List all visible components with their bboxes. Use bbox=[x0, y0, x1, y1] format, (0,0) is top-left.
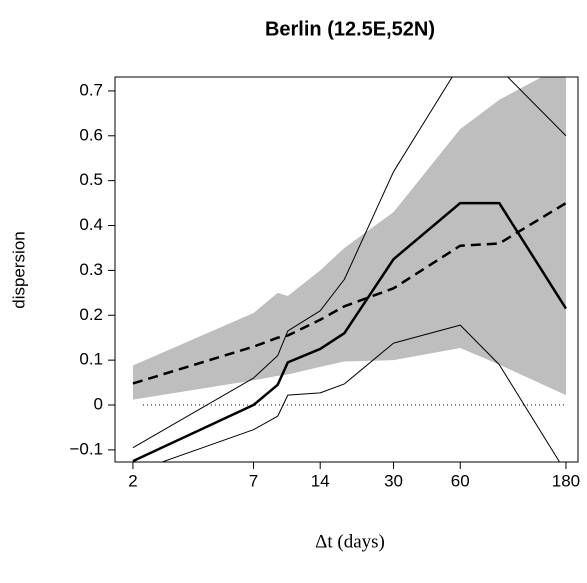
x-tick-label: 7 bbox=[249, 471, 258, 490]
y-tick-label: 0.2 bbox=[79, 305, 103, 324]
line-series bbox=[160, 324, 561, 462]
y-tick-label: 0.5 bbox=[79, 170, 103, 189]
plot-frame bbox=[114, 76, 579, 463]
line-series bbox=[132, 202, 567, 385]
line-series bbox=[132, 201, 568, 462]
line-series bbox=[132, 77, 567, 449]
y-tick-label: 0.1 bbox=[79, 350, 103, 369]
x-tick-label: 180 bbox=[552, 471, 580, 490]
band bbox=[132, 77, 566, 400]
x-tick-label: 14 bbox=[311, 471, 330, 490]
chart-title: Berlin (12.5E,52N) bbox=[265, 18, 435, 40]
y-tick-label: 0.6 bbox=[79, 125, 103, 144]
y-tick-label: 0.4 bbox=[79, 215, 103, 234]
y-tick-label: 0 bbox=[94, 394, 103, 413]
y-tick-label: −0.1 bbox=[69, 439, 103, 458]
x-tick-label: 2 bbox=[128, 471, 137, 490]
y-tick-label: 0.7 bbox=[79, 80, 103, 99]
plot-area bbox=[132, 77, 568, 462]
y-tick-label: 0.3 bbox=[79, 260, 103, 279]
x-tick-label: 60 bbox=[451, 471, 470, 490]
x-axis-label: Δt (days) bbox=[315, 531, 385, 552]
y-axis-label: dispersion bbox=[9, 231, 28, 309]
x-tick-label: 30 bbox=[384, 471, 403, 490]
